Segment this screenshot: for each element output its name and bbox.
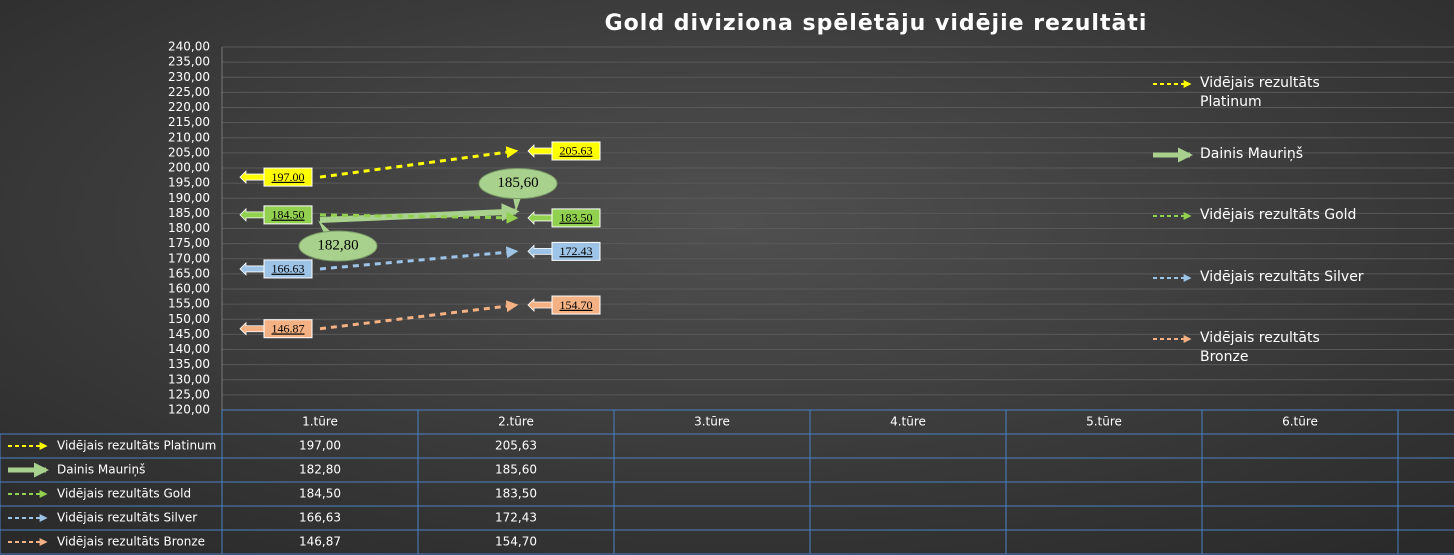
- callout-arrow: [527, 210, 553, 225]
- callout-arrow: [527, 298, 553, 312]
- table-cell: 183,50: [495, 487, 537, 501]
- y-tick-label: 210,00: [168, 130, 210, 144]
- y-tick-label: 175,00: [168, 236, 210, 250]
- data-label: 185,60: [497, 175, 538, 191]
- table-cell: 184,50: [299, 487, 341, 501]
- data-label: 183.50: [560, 211, 593, 225]
- callout: [551, 208, 601, 228]
- y-tick-label: 240,00: [168, 40, 210, 54]
- y-tick-label: 215,00: [168, 115, 210, 129]
- callout: [263, 259, 313, 279]
- data-label: 205.63: [560, 144, 593, 158]
- y-tick-label: 145,00: [168, 327, 210, 341]
- data-label: 154.70: [560, 298, 593, 312]
- callout-arrow: [527, 144, 553, 158]
- callout-arrow: [239, 261, 265, 276]
- y-tick-label: 205,00: [168, 145, 210, 159]
- callout: [263, 205, 313, 225]
- legend-item: Vidējais rezultāts Platinum: [1200, 75, 1320, 110]
- y-tick-label: 235,00: [168, 55, 210, 69]
- y-tick-label: 200,00: [168, 161, 210, 175]
- table-cell: 154,70: [495, 535, 537, 549]
- y-tick-label: 150,00: [168, 312, 210, 326]
- data-label: 166.63: [272, 262, 305, 276]
- callout: [551, 141, 601, 161]
- y-tick-label: 180,00: [168, 221, 210, 235]
- callout-arrow: [527, 244, 553, 259]
- x-tick-label: 2.tūre: [498, 415, 534, 429]
- callout: [298, 230, 378, 262]
- chart-title: Gold diviziona spēlētāju vidējie rezultā…: [605, 11, 1148, 36]
- y-tick-label: 140,00: [168, 342, 210, 356]
- table-cell: 166,63: [299, 511, 341, 525]
- x-tick-label: 6.tūre: [1282, 415, 1318, 429]
- x-tick-label: 5.tūre: [1086, 415, 1122, 429]
- table-row-name: Vidējais rezultāts Bronze: [57, 535, 205, 549]
- table-row-name: Dainis Mauriņš: [57, 463, 145, 477]
- y-tick-label: 135,00: [168, 357, 210, 371]
- callout: [478, 168, 558, 200]
- legend-item: Vidējais rezultāts Gold: [1200, 207, 1357, 223]
- table-cell: 146,87: [299, 535, 341, 549]
- table-cell: 182,80: [299, 463, 341, 477]
- callout-arrow: [239, 321, 265, 336]
- callout: [551, 295, 601, 315]
- x-tick-label: 1.tūre: [302, 415, 338, 429]
- y-tick-label: 165,00: [168, 266, 210, 280]
- y-tick-label: 130,00: [168, 372, 210, 386]
- y-tick-label: 125,00: [168, 387, 210, 401]
- table-cell: 205,63: [495, 439, 537, 453]
- y-tick-label: 225,00: [168, 85, 210, 99]
- y-tick-label: 160,00: [168, 282, 210, 296]
- table-row-name: Vidējais rezultāts Silver: [57, 511, 197, 525]
- legend-item: Vidējais rezultāts Silver: [1200, 269, 1364, 285]
- callout-arrow: [239, 207, 265, 222]
- callout: [263, 319, 313, 339]
- y-tick-label: 230,00: [168, 70, 210, 84]
- y-tick-label: 155,00: [168, 297, 210, 311]
- data-label: 182,80: [317, 237, 358, 253]
- legend-item: Dainis Mauriņš: [1200, 146, 1304, 162]
- series-line: [319, 203, 520, 224]
- y-tick-label: 195,00: [168, 176, 210, 190]
- table-row-name: Vidējais rezultāts Gold: [57, 487, 191, 501]
- table-row-name: Vidējais rezultāts Platinum: [57, 439, 216, 453]
- data-label: 197.00: [272, 170, 305, 184]
- table-cell: 185,60: [495, 463, 537, 477]
- legend-item: Vidējais rezultāts Bronze: [1200, 330, 1320, 365]
- y-tick-label: 170,00: [168, 251, 210, 265]
- y-tick-label: 220,00: [168, 100, 210, 114]
- data-label: 146.87: [272, 321, 305, 335]
- data-label: 184.50: [272, 208, 305, 222]
- table-cell: 172,43: [495, 511, 537, 525]
- data-label: 172.43: [560, 244, 593, 258]
- table-cell: 197,00: [299, 439, 341, 453]
- y-tick-label: 185,00: [168, 206, 210, 220]
- callout-arrow: [239, 170, 265, 185]
- callout: [263, 167, 313, 187]
- x-tick-label: 4.tūre: [890, 415, 926, 429]
- y-tick-label: 120,00: [168, 403, 210, 417]
- y-tick-label: 190,00: [168, 191, 210, 205]
- callout: [551, 241, 601, 261]
- x-tick-label: 3.tūre: [694, 415, 730, 429]
